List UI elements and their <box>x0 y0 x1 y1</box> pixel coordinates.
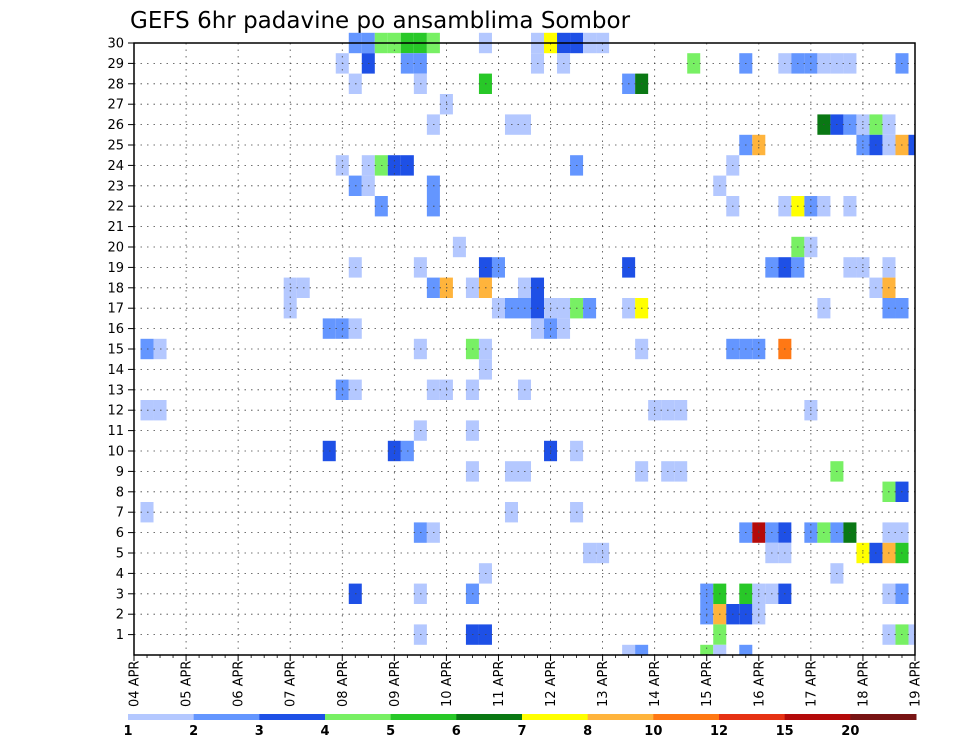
colorbar-label: 12 <box>710 724 728 739</box>
colorbar-swatch <box>390 714 457 720</box>
y-tick-label: 5 <box>116 547 124 562</box>
colorbar-swatch <box>653 714 720 720</box>
y-tick-label: 11 <box>107 424 124 439</box>
y-tick-label: 14 <box>107 363 124 378</box>
y-tick-label: 19 <box>107 261 124 276</box>
x-tick-label: 18 APR <box>856 661 871 707</box>
colorbar-swatch <box>456 714 523 720</box>
chart-title: GEFS 6hr padavine po ansamblima Sombor <box>130 8 631 34</box>
colorbar-label: 20 <box>841 724 859 739</box>
x-tick-label: 16 APR <box>752 661 767 707</box>
y-tick-label: 21 <box>107 220 124 235</box>
heatmap-cells <box>140 32 915 655</box>
x-tick-label: 10 APR <box>440 661 455 707</box>
colorbar-label: 8 <box>583 724 592 739</box>
y-tick-label: 25 <box>107 139 124 154</box>
x-axis: 04 APR 05 APR 06 APR 07 APR 08 APR 09 APR 10 A… <box>128 655 924 707</box>
colorbar-label: 2 <box>189 724 198 739</box>
heatmap-cell <box>908 624 915 645</box>
y-tick-label: 10 <box>107 445 124 460</box>
colorbar: 1 2 3 4 5 6 7 8 10 12 15 20 <box>123 714 917 739</box>
x-tick-label: 07 APR <box>284 661 299 707</box>
y-tick-label: 13 <box>107 383 124 398</box>
colorbar-label: 15 <box>776 724 794 739</box>
x-tick-label: 15 APR <box>700 661 715 707</box>
colorbar-label: 6 <box>452 724 461 739</box>
y-tick-label: 7 <box>116 506 124 521</box>
y-axis: 1234567891011121314151617181920212223242… <box>107 37 134 643</box>
x-tick-label: 11 APR <box>492 661 507 707</box>
y-tick-label: 28 <box>107 77 124 92</box>
x-tick-label: 12 APR <box>544 661 559 707</box>
heatmap-cell <box>622 644 636 655</box>
colorbar-swatch <box>259 714 326 720</box>
y-tick-label: 3 <box>116 587 124 602</box>
x-tick-label: 14 APR <box>648 661 663 707</box>
colorbar-swatch <box>850 714 917 720</box>
colorbar-label: 4 <box>320 724 329 739</box>
y-tick-label: 8 <box>116 485 124 500</box>
colorbar-swatch <box>325 714 392 720</box>
y-tick-label: 23 <box>107 179 124 194</box>
y-tick-label: 12 <box>107 404 124 419</box>
x-tick-label: 08 APR <box>336 661 351 707</box>
x-tick-label: 17 APR <box>804 661 819 707</box>
y-tick-label: 27 <box>107 98 124 113</box>
grid-lines <box>134 42 915 655</box>
heatmap-cell <box>908 134 915 156</box>
y-tick-label: 9 <box>116 465 124 480</box>
colorbar-swatch <box>522 714 589 720</box>
colorbar-swatch <box>128 714 195 720</box>
y-tick-label: 29 <box>107 57 124 72</box>
colorbar-label: 7 <box>517 724 526 739</box>
colorbar-swatch <box>193 714 260 720</box>
y-tick-label: 2 <box>116 608 124 623</box>
y-tick-label: 15 <box>107 343 124 358</box>
y-tick-label: 18 <box>107 281 124 296</box>
colorbar-label: 3 <box>255 724 264 739</box>
y-tick-label: 22 <box>107 200 124 215</box>
heatmap-cell <box>713 644 727 655</box>
colorbar-label: 5 <box>386 724 395 739</box>
colorbar-swatch <box>784 714 851 720</box>
y-tick-label: 16 <box>107 322 124 337</box>
x-tick-label: 09 APR <box>388 661 403 707</box>
colorbar-label: 10 <box>644 724 662 739</box>
heatmap-cell <box>635 644 649 655</box>
y-tick-label: 26 <box>107 118 124 133</box>
x-tick-label: 04 APR <box>128 661 143 707</box>
x-tick-label: 19 APR <box>909 661 924 707</box>
y-tick-label: 24 <box>107 159 124 174</box>
colorbar-swatch <box>719 714 786 720</box>
y-tick-label: 6 <box>116 526 124 541</box>
y-tick-label: 4 <box>116 567 124 582</box>
y-tick-label: 20 <box>107 241 124 256</box>
heatmap-cell <box>700 644 714 655</box>
heatmap-cell <box>739 644 753 655</box>
x-tick-label: 05 APR <box>180 661 195 707</box>
y-tick-label: 30 <box>107 37 124 52</box>
colorbar-swatch <box>587 714 654 720</box>
y-tick-label: 17 <box>107 302 124 317</box>
x-tick-label: 06 APR <box>232 661 247 707</box>
x-tick-label: 13 APR <box>596 661 611 707</box>
y-tick-label: 1 <box>116 628 124 643</box>
colorbar-label: 1 <box>123 724 132 739</box>
